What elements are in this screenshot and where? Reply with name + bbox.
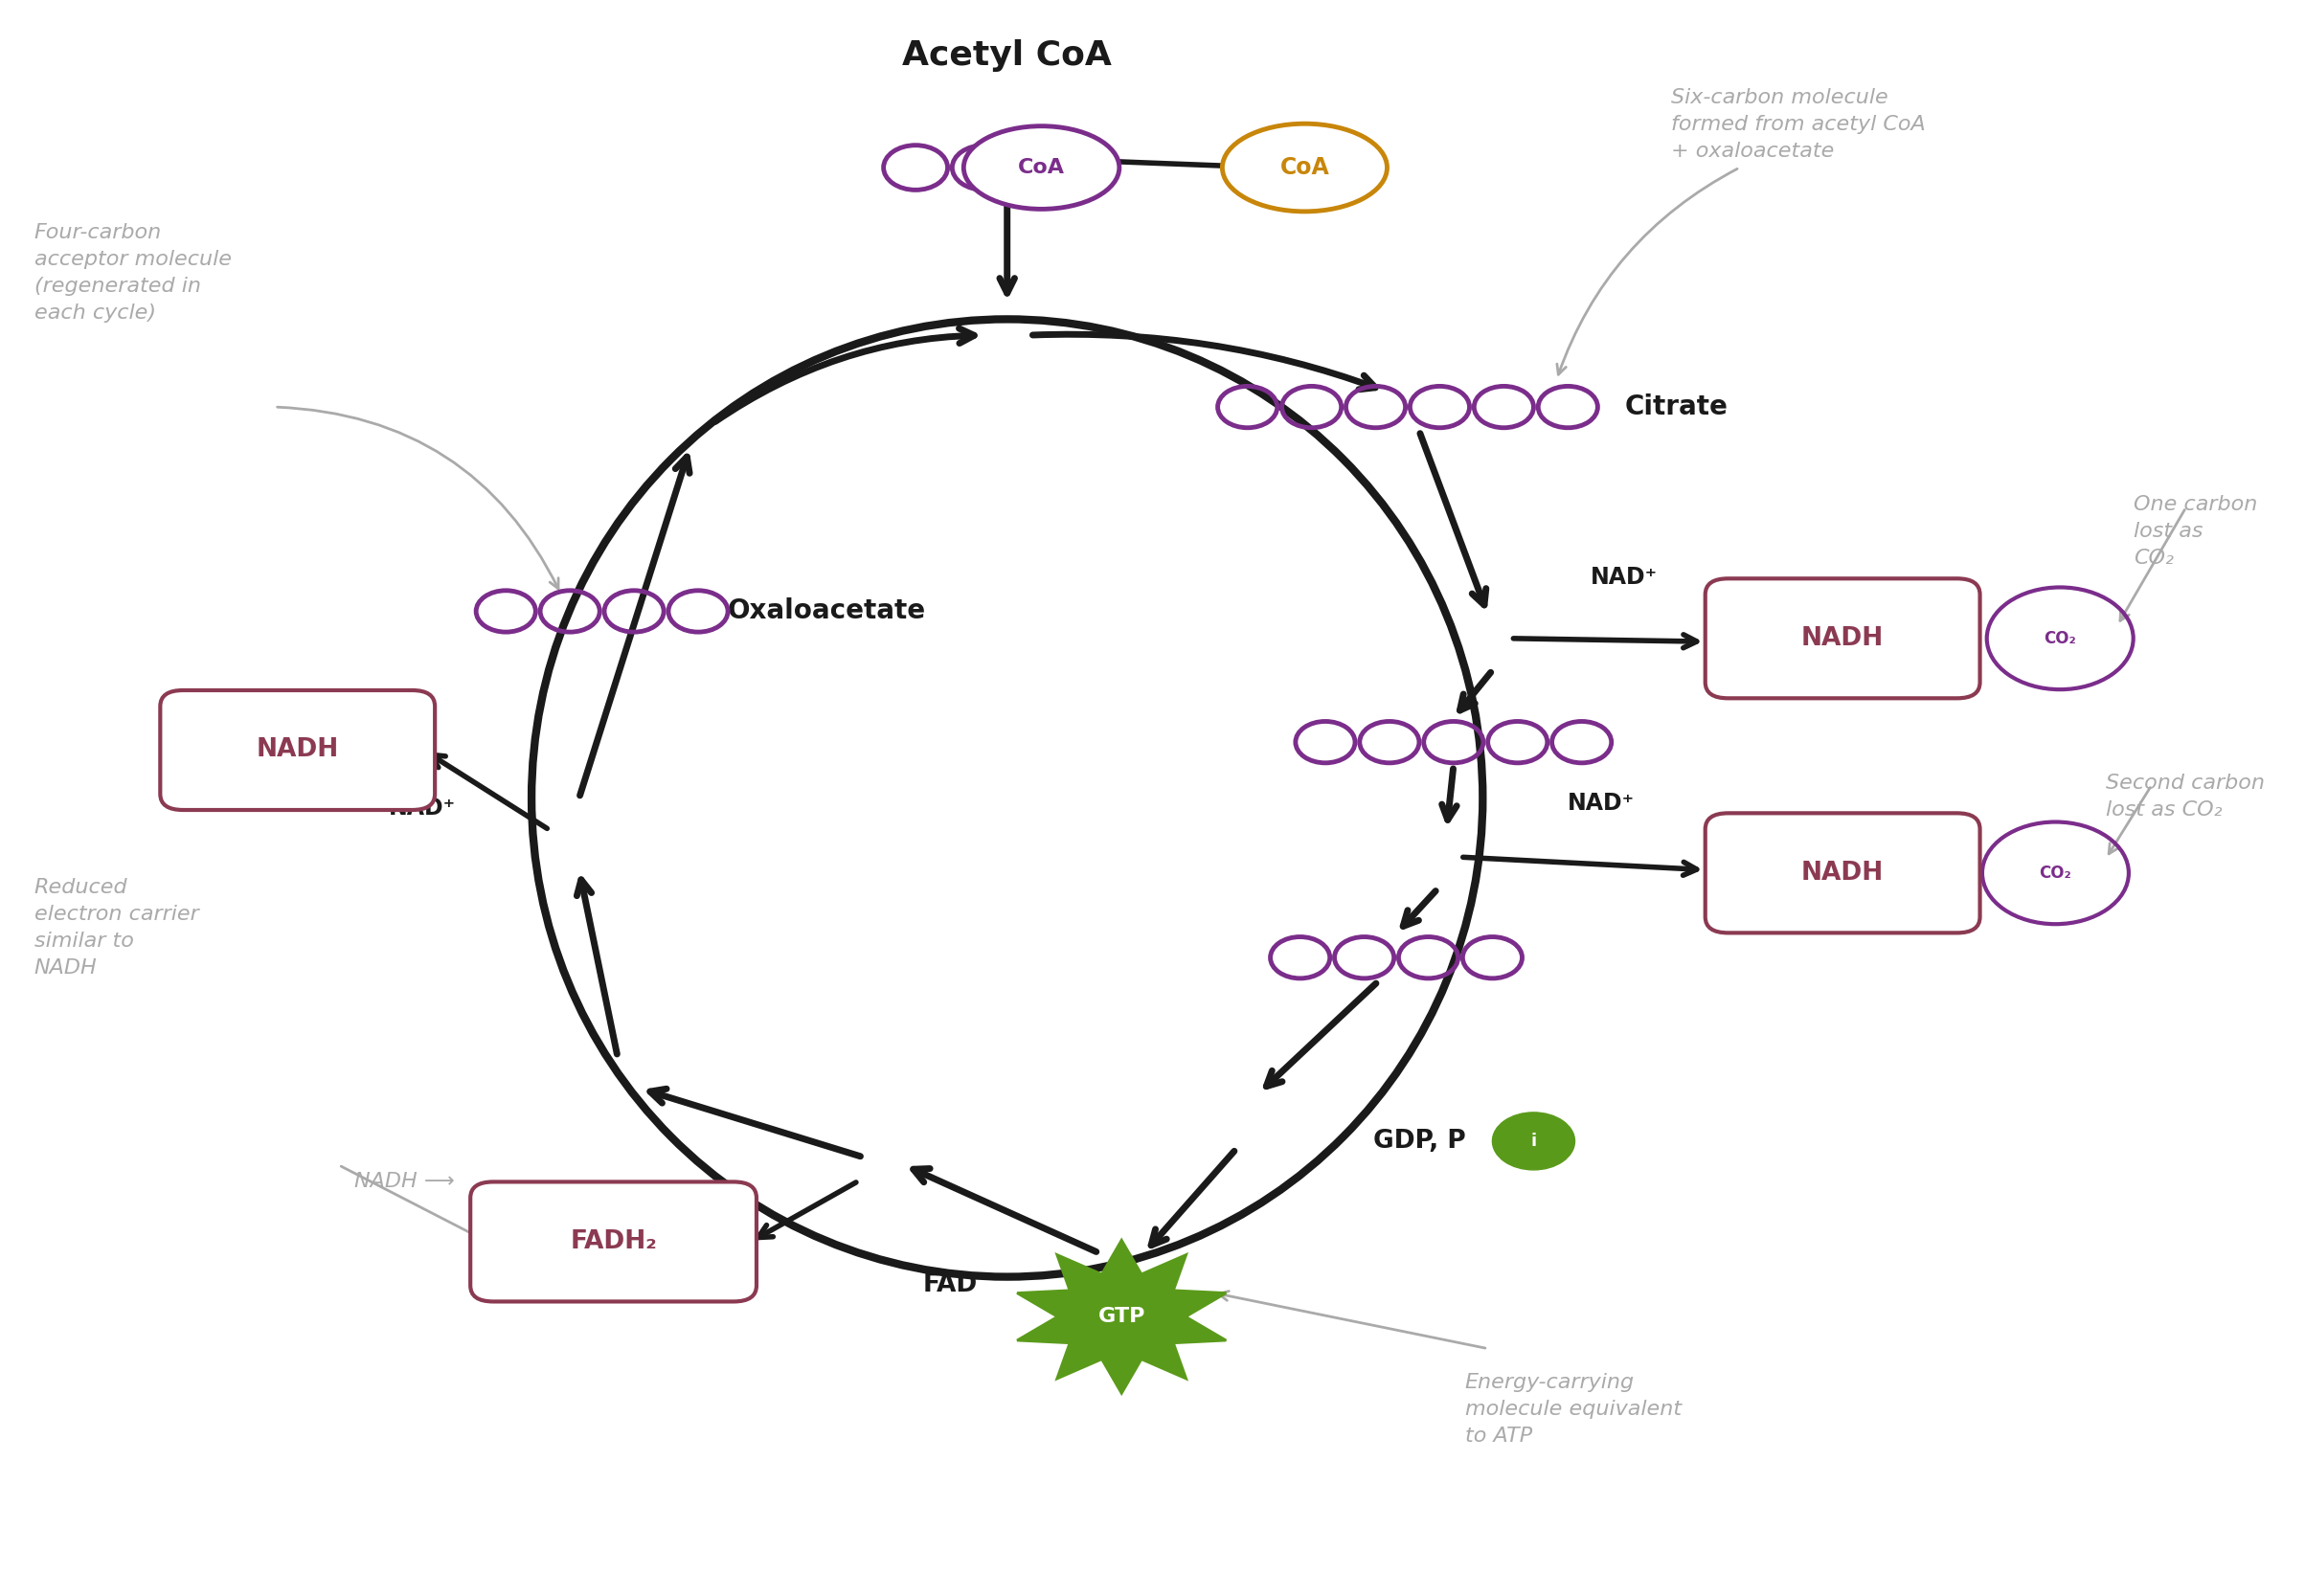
FancyBboxPatch shape (470, 1181, 756, 1302)
FancyBboxPatch shape (1706, 814, 1980, 932)
FancyBboxPatch shape (161, 689, 436, 811)
Text: One carbon
lost as
CO₂: One carbon lost as CO₂ (2134, 495, 2257, 568)
Text: CO₂: CO₂ (2040, 865, 2072, 881)
Text: CO₂: CO₂ (2045, 630, 2077, 646)
Text: FAD: FAD (922, 1272, 977, 1298)
Text: Reduced
electron carrier
similar to
NADH: Reduced electron carrier similar to NADH (35, 878, 198, 977)
Text: NAD⁺: NAD⁺ (390, 796, 456, 819)
Text: NADH ⟶: NADH ⟶ (355, 1171, 454, 1191)
Text: Four-carbon
acceptor molecule
(regenerated in
each cycle): Four-carbon acceptor molecule (regenerat… (35, 223, 230, 322)
Text: CoA: CoA (1019, 158, 1065, 177)
Text: +: + (1957, 624, 1980, 653)
Text: GDP, P: GDP, P (1374, 1128, 1466, 1154)
Text: NAD⁺: NAD⁺ (1590, 567, 1657, 589)
Text: Acetyl CoA: Acetyl CoA (901, 40, 1111, 72)
Text: NADH: NADH (1800, 626, 1883, 651)
Text: Oxaloacetate: Oxaloacetate (728, 598, 927, 624)
Text: CoA: CoA (1279, 156, 1330, 179)
Text: NADH: NADH (256, 737, 339, 763)
Text: Six-carbon molecule
formed from acetyl CoA
+ oxaloacetate: Six-carbon molecule formed from acetyl C… (1671, 88, 1925, 161)
Circle shape (1491, 1112, 1574, 1170)
Ellipse shape (963, 126, 1120, 209)
Ellipse shape (1222, 124, 1388, 212)
Text: Citrate: Citrate (1625, 394, 1729, 420)
Text: +: + (1957, 859, 1980, 887)
Text: FADH₂: FADH₂ (569, 1229, 657, 1254)
Text: GTP: GTP (1097, 1307, 1146, 1326)
Text: NAD⁺: NAD⁺ (1567, 792, 1634, 814)
Text: i: i (1531, 1133, 1537, 1149)
FancyBboxPatch shape (1706, 579, 1980, 699)
Text: NADH: NADH (1800, 860, 1883, 886)
Text: Energy-carrying
molecule equivalent
to ATP: Energy-carrying molecule equivalent to A… (1466, 1373, 1680, 1446)
Polygon shape (1017, 1240, 1226, 1393)
Text: Second carbon
lost as CO₂: Second carbon lost as CO₂ (2107, 774, 2266, 820)
